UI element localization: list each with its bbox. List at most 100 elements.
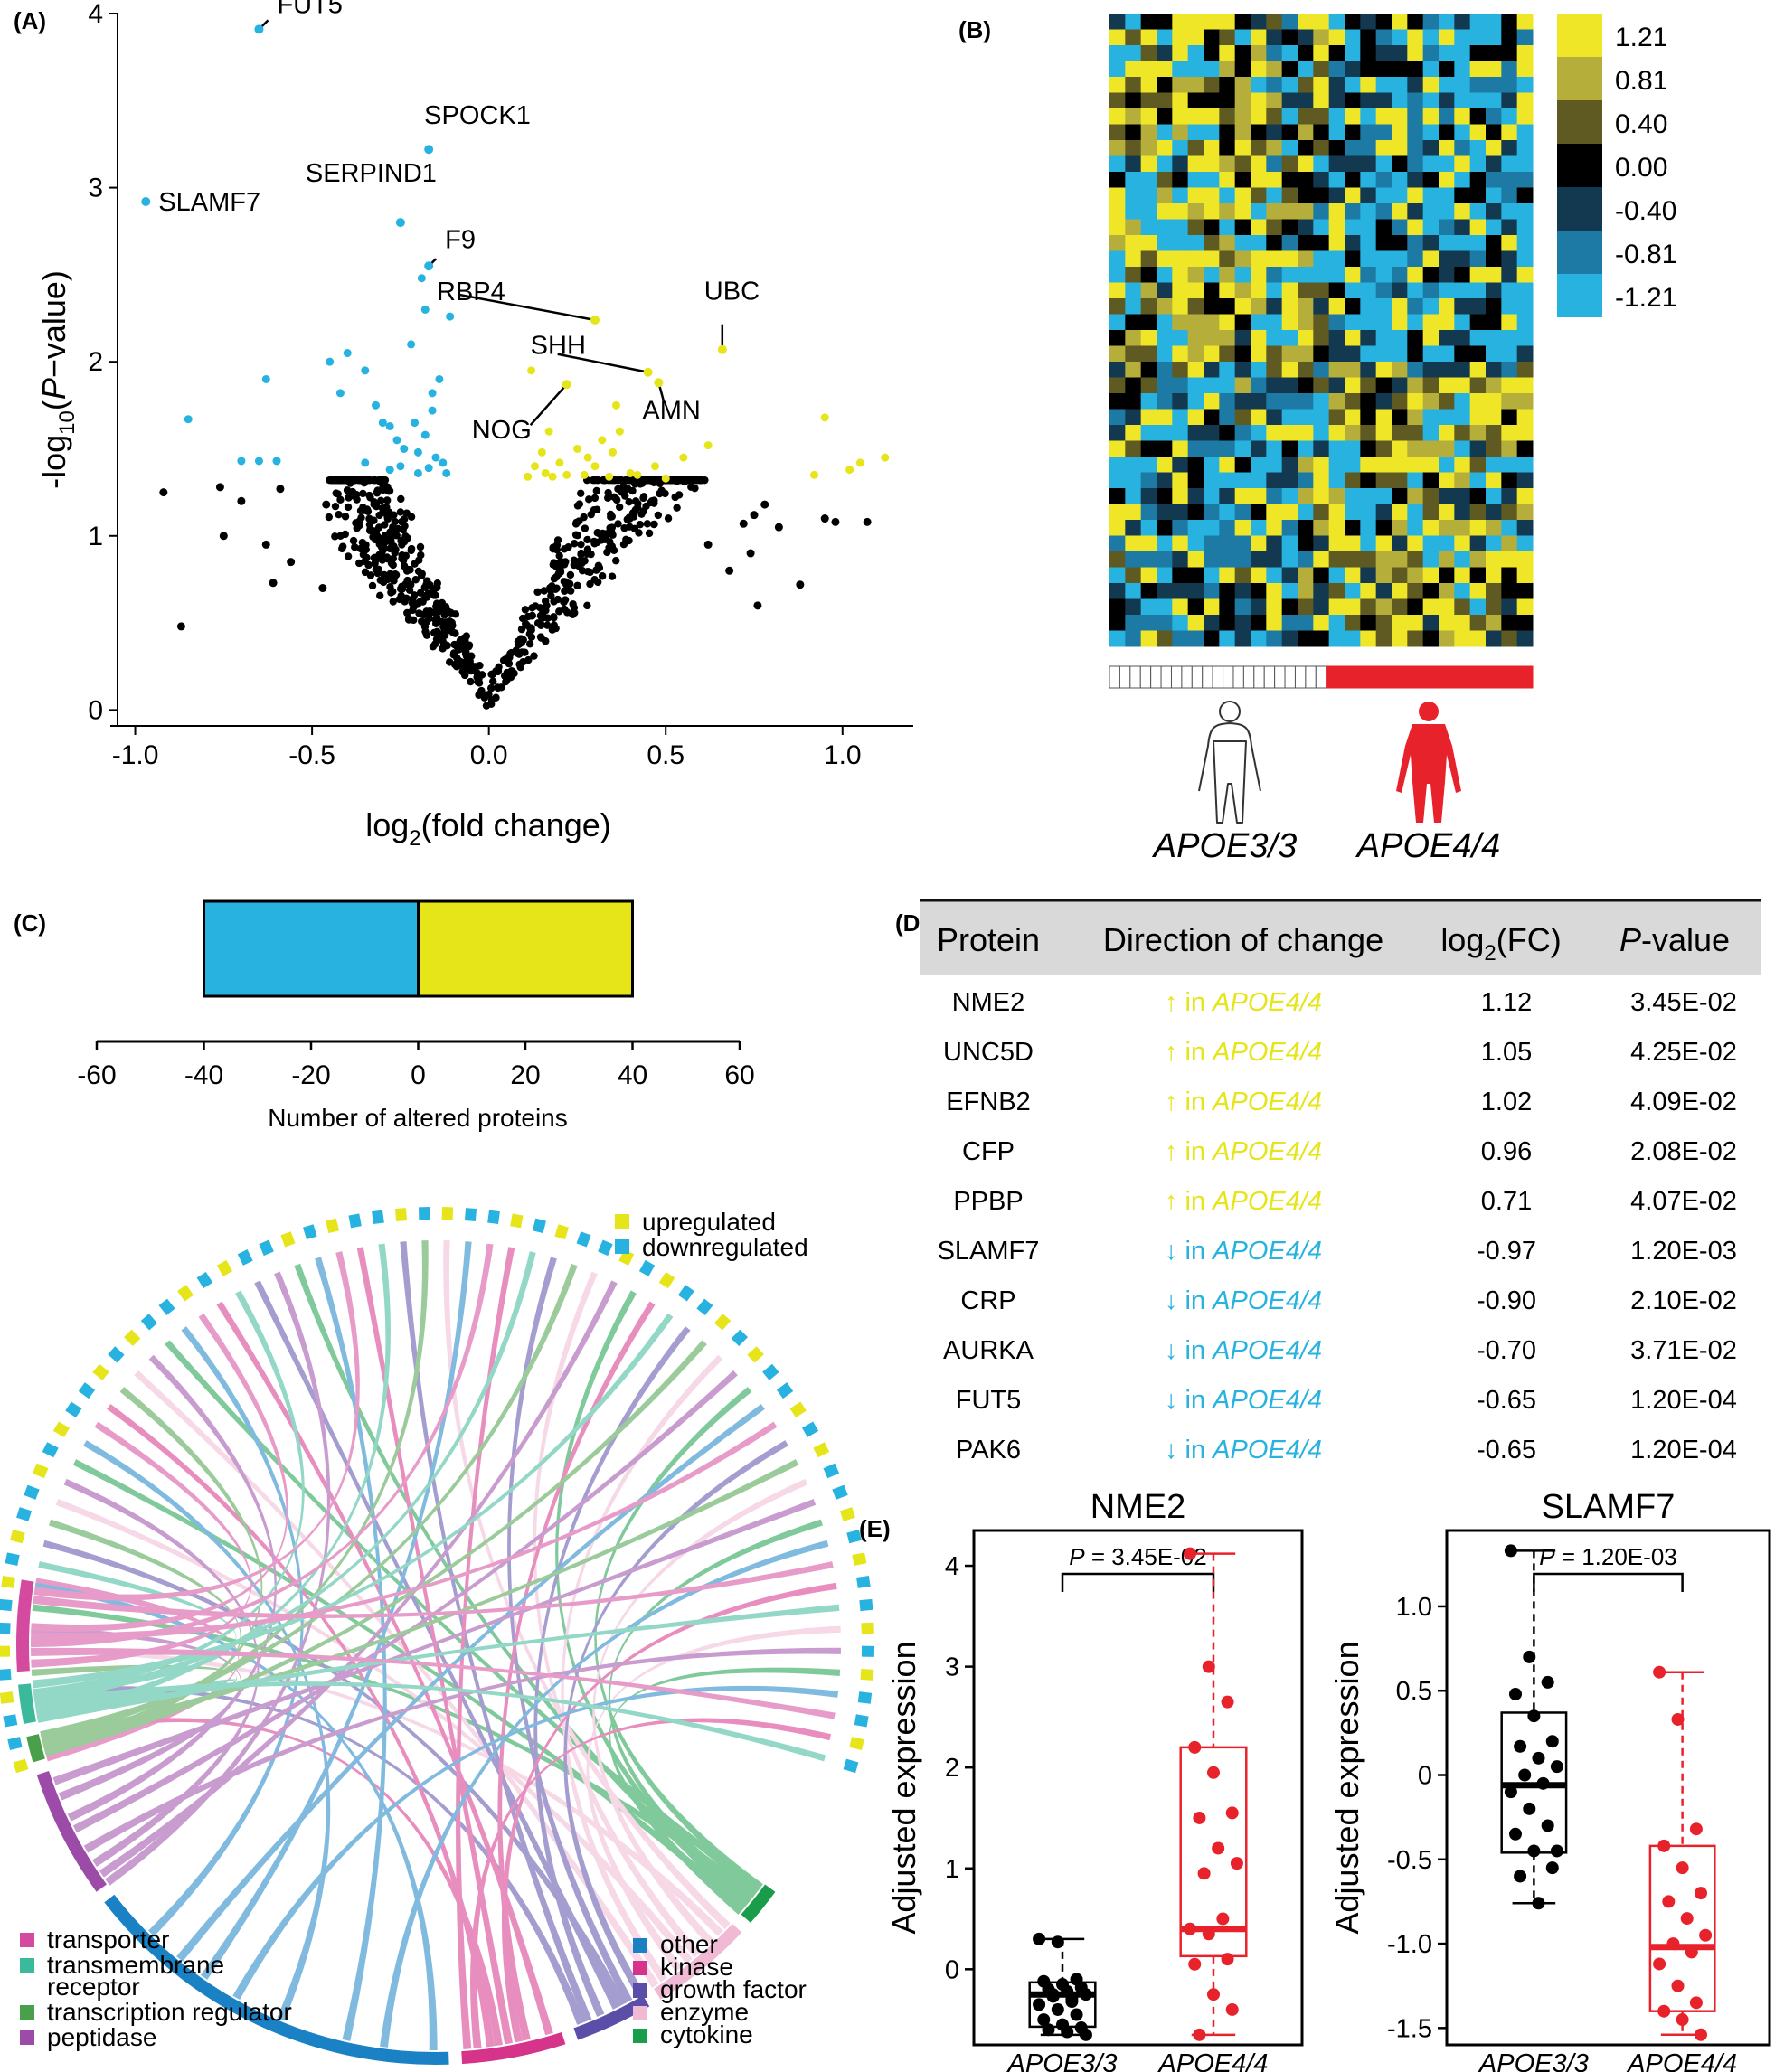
heatmap-cell bbox=[1501, 615, 1518, 631]
heatmap-cell bbox=[1375, 77, 1393, 93]
heatmap-cell bbox=[1172, 567, 1189, 584]
point-ns bbox=[443, 625, 452, 633]
point-down bbox=[372, 400, 381, 410]
heatmap-cell bbox=[1501, 583, 1518, 599]
point-ns bbox=[349, 536, 358, 545]
heatmap-cell bbox=[1392, 172, 1408, 188]
point-ns bbox=[438, 617, 446, 626]
heatmap-cell bbox=[1486, 630, 1502, 647]
heatmap-cell bbox=[1469, 140, 1487, 156]
cell-group: APOE4/4 bbox=[1211, 1237, 1322, 1266]
point-ns bbox=[688, 476, 696, 485]
data-point bbox=[1197, 1867, 1211, 1880]
heatmap-cell bbox=[1328, 457, 1345, 473]
ring-segment bbox=[78, 1382, 96, 1399]
cell-group: APOE4/4 bbox=[1211, 1038, 1322, 1067]
point-ns bbox=[430, 628, 439, 637]
point-ns bbox=[215, 483, 224, 492]
heatmap-cell bbox=[1486, 219, 1502, 236]
heatmap-cell bbox=[1392, 504, 1408, 521]
heatmap-cell bbox=[1125, 61, 1142, 78]
header-p-tail: -value bbox=[1641, 921, 1730, 958]
heatmap-cell bbox=[1298, 298, 1314, 315]
heatmap-cell bbox=[1392, 298, 1408, 315]
point-ns bbox=[542, 637, 550, 645]
heatmap-cell bbox=[1251, 219, 1267, 236]
data-point bbox=[1202, 1927, 1215, 1941]
heatmap-cell bbox=[1454, 140, 1471, 156]
point-up bbox=[583, 453, 592, 462]
point-ns bbox=[583, 567, 592, 576]
legend-swatch bbox=[20, 1933, 34, 1947]
heatmap-cell bbox=[1140, 440, 1157, 457]
heatmap-cell bbox=[1407, 583, 1424, 599]
ribbon bbox=[356, 1247, 514, 2045]
heatmap-cell bbox=[1360, 203, 1377, 220]
heatmap-cell bbox=[1234, 314, 1251, 331]
ring-segment bbox=[196, 1271, 213, 1289]
heatmap-cell bbox=[1407, 187, 1424, 204]
heatmap-cell bbox=[1187, 393, 1204, 410]
heatmap-cell bbox=[1251, 172, 1267, 188]
point-ns bbox=[631, 497, 640, 505]
heatmap-cell bbox=[1486, 61, 1502, 78]
heatmap-cell bbox=[1392, 630, 1408, 647]
point-down bbox=[428, 406, 437, 415]
point-ns bbox=[605, 543, 613, 552]
protein-table: Protein Direction of change log2(FC) P-valu… bbox=[920, 899, 1761, 1465]
heatmap-cell bbox=[1439, 488, 1455, 504]
heatmap-cell bbox=[1219, 630, 1236, 647]
y-tick-label: -0.5 bbox=[1387, 1846, 1432, 1875]
heatmap-cell bbox=[1172, 409, 1189, 426]
heatmap-cell bbox=[1234, 535, 1251, 552]
heatmap-cell bbox=[1454, 457, 1471, 473]
heatmap-cell bbox=[1157, 282, 1173, 299]
data-point bbox=[1221, 1695, 1234, 1709]
data-point bbox=[1695, 2028, 1708, 2041]
heatmap-cell bbox=[1360, 187, 1377, 204]
heatmap-cell bbox=[1266, 504, 1283, 521]
heatmap-cell bbox=[1234, 187, 1251, 204]
cell-fc: 0.96 bbox=[1481, 1137, 1532, 1166]
data-point bbox=[1527, 1709, 1541, 1723]
cell-protein: UNC5D bbox=[943, 1038, 1034, 1067]
heatmap-cell bbox=[1281, 567, 1298, 584]
point-ns bbox=[401, 522, 409, 531]
heatmap-cell bbox=[1109, 583, 1126, 599]
heatmap-cell bbox=[1516, 520, 1534, 536]
group-bar-cell bbox=[1429, 665, 1440, 689]
heatmap-cell bbox=[1422, 92, 1440, 109]
heatmap-cell bbox=[1328, 345, 1345, 363]
heatmap-cell bbox=[1422, 520, 1440, 536]
heatmap-cell bbox=[1281, 61, 1298, 78]
heatmap-cell bbox=[1360, 14, 1377, 30]
heatmap-cell bbox=[1125, 140, 1142, 156]
heatmap-cell bbox=[1407, 250, 1424, 268]
heatmap-cell bbox=[1204, 440, 1220, 457]
point-ns bbox=[530, 652, 538, 660]
heatmap-cell bbox=[1266, 377, 1283, 394]
point-ns bbox=[645, 529, 654, 538]
heatmap-cell bbox=[1140, 488, 1157, 504]
heatmap-cell bbox=[1251, 567, 1267, 584]
point-ns bbox=[489, 677, 497, 685]
heatmap-cell bbox=[1157, 203, 1173, 220]
heatmap-cell bbox=[1360, 140, 1377, 156]
heatmap-cell bbox=[1486, 235, 1502, 251]
data-point bbox=[1699, 1928, 1713, 1942]
data-point bbox=[1653, 1957, 1666, 1971]
heatmap-cell bbox=[1109, 219, 1126, 236]
heatmap-cell bbox=[1187, 92, 1204, 109]
heatmap-cell bbox=[1219, 61, 1236, 78]
heatmap-cell bbox=[1375, 345, 1393, 363]
heatmap-cell bbox=[1360, 314, 1377, 331]
heatmap-cell bbox=[1172, 45, 1189, 61]
heatmap-cell bbox=[1345, 250, 1361, 268]
heatmap-cell bbox=[1422, 267, 1440, 283]
heatmap-cell bbox=[1439, 551, 1455, 568]
point-ns bbox=[537, 620, 545, 628]
point-ns bbox=[620, 523, 628, 532]
heatmap-cell bbox=[1501, 172, 1518, 188]
point-ns bbox=[671, 493, 679, 502]
heatmap-cell bbox=[1140, 187, 1157, 204]
